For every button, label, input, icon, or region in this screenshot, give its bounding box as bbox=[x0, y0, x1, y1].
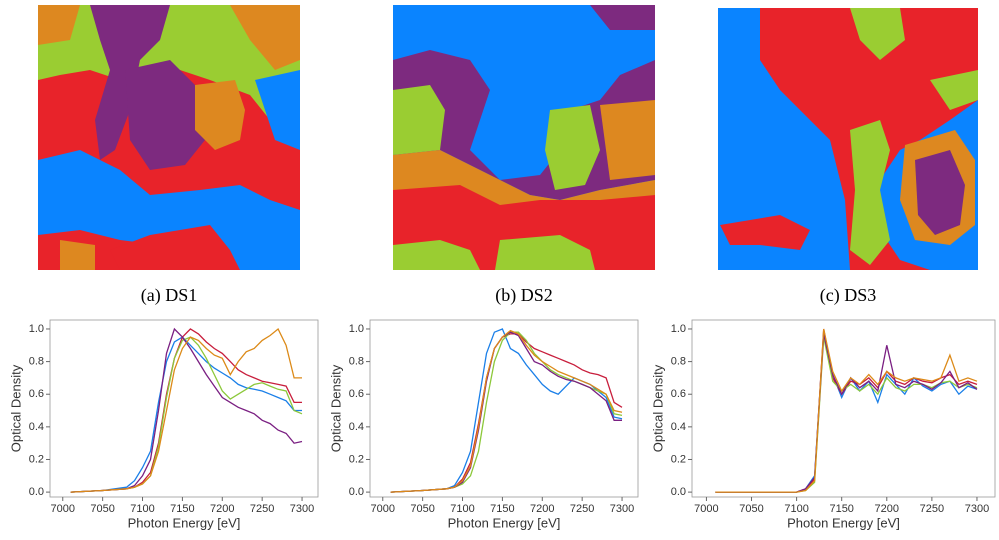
x-tick-label: 7150 bbox=[170, 503, 194, 515]
x-tick-label: 7000 bbox=[694, 503, 718, 515]
x-tick-label: 7000 bbox=[371, 503, 395, 515]
series-line bbox=[715, 328, 978, 493]
x-axis-label: Photon Energy [eV] bbox=[448, 515, 561, 530]
x-axis-label: Photon Energy [eV] bbox=[128, 515, 241, 530]
series-line bbox=[70, 336, 303, 493]
plot-frame bbox=[691, 319, 996, 498]
y-tick-label: 0.6 bbox=[349, 388, 364, 400]
y-tick-label: 0.8 bbox=[349, 356, 364, 368]
segmentation-map bbox=[38, 5, 300, 270]
y-tick-label: 0.4 bbox=[29, 421, 44, 433]
y-tick-label: 0.0 bbox=[671, 486, 686, 498]
series-line bbox=[70, 327, 303, 493]
x-tick-label: 7300 bbox=[965, 503, 989, 515]
series-line bbox=[390, 331, 622, 493]
y-axis-label: Optical Density bbox=[8, 364, 23, 452]
segmentation-map bbox=[718, 8, 978, 270]
x-tick-label: 7250 bbox=[570, 503, 594, 515]
x-tick-label: 7150 bbox=[490, 503, 514, 515]
x-tick-label: 7000 bbox=[51, 503, 75, 515]
series-line bbox=[715, 332, 978, 493]
y-tick-label: 0.8 bbox=[29, 356, 44, 368]
x-tick-label: 7200 bbox=[530, 503, 554, 515]
y-tick-label: 0.6 bbox=[29, 388, 44, 400]
x-tick-label: 7250 bbox=[250, 503, 274, 515]
x-tick-label: 7200 bbox=[210, 503, 234, 515]
x-tick-label: 7200 bbox=[875, 503, 899, 515]
y-tick-label: 0.2 bbox=[29, 453, 44, 465]
x-tick-label: 7100 bbox=[450, 503, 474, 515]
x-tick-label: 7050 bbox=[410, 503, 434, 515]
y-tick-label: 0.2 bbox=[671, 453, 686, 465]
y-tick-label: 0.4 bbox=[671, 421, 686, 433]
caption: (b) DS2 bbox=[495, 285, 553, 306]
series-line bbox=[715, 328, 978, 493]
series-line bbox=[390, 333, 623, 493]
series-line bbox=[390, 331, 623, 493]
y-tick-label: 0.0 bbox=[349, 486, 364, 498]
caption: (c) DS3 bbox=[820, 285, 877, 306]
series-line bbox=[715, 336, 978, 493]
y-axis-label: Optical Density bbox=[328, 364, 343, 452]
y-tick-label: 1.0 bbox=[349, 323, 364, 335]
x-tick-label: 7300 bbox=[290, 503, 314, 515]
y-tick-label: 0.8 bbox=[671, 356, 686, 368]
series-line bbox=[390, 329, 623, 493]
x-tick-label: 7100 bbox=[784, 503, 808, 515]
plot-frame bbox=[49, 319, 319, 498]
y-tick-label: 0.0 bbox=[29, 486, 44, 498]
y-tick-label: 1.0 bbox=[671, 323, 686, 335]
caption: (a) DS1 bbox=[141, 285, 198, 306]
y-tick-label: 0.4 bbox=[349, 421, 364, 433]
x-tick-label: 7100 bbox=[130, 503, 154, 515]
series-line bbox=[70, 336, 302, 493]
segmentation-map bbox=[393, 5, 655, 270]
x-tick-label: 7300 bbox=[610, 503, 634, 515]
x-tick-label: 7250 bbox=[920, 503, 944, 515]
y-axis-label: Optical Density bbox=[650, 364, 665, 452]
y-tick-label: 0.6 bbox=[671, 388, 686, 400]
y-tick-label: 0.2 bbox=[349, 453, 364, 465]
x-tick-label: 7050 bbox=[739, 503, 763, 515]
x-axis-label: Photon Energy [eV] bbox=[787, 515, 900, 530]
series-line bbox=[70, 327, 302, 493]
plot-frame bbox=[369, 319, 639, 498]
y-tick-label: 1.0 bbox=[29, 323, 44, 335]
series-line bbox=[70, 328, 302, 493]
series-line bbox=[390, 328, 623, 493]
x-tick-label: 7050 bbox=[90, 503, 114, 515]
series-line bbox=[715, 333, 978, 493]
x-tick-label: 7150 bbox=[829, 503, 853, 515]
